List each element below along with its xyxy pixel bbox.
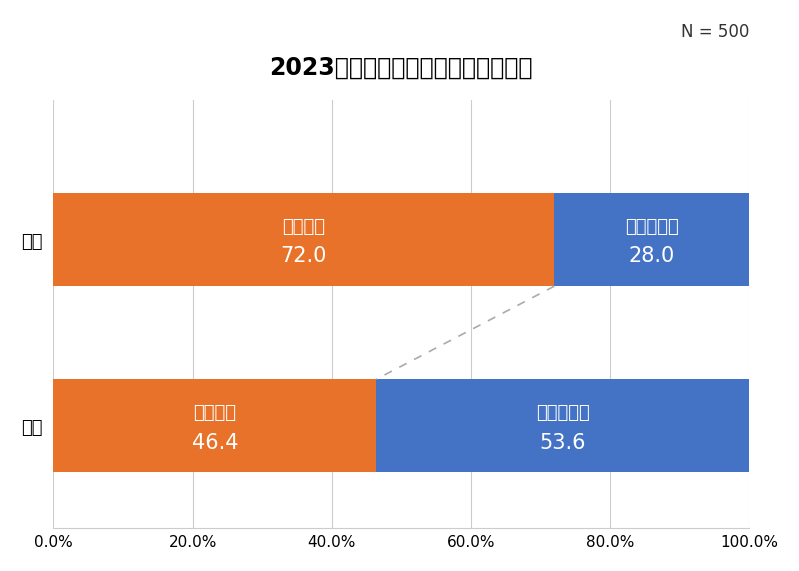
Text: していた: していた — [282, 218, 325, 236]
Text: 53.6: 53.6 — [539, 433, 586, 453]
Text: 72.0: 72.0 — [280, 246, 327, 267]
Text: していない: していない — [625, 218, 678, 236]
Bar — [376, 379, 749, 472]
Text: していた: していた — [193, 404, 237, 422]
Bar — [54, 379, 376, 472]
Bar — [555, 193, 749, 286]
Text: していない: していない — [536, 404, 590, 422]
Title: 2023年はヘアケアをしていましたか: 2023年はヘアケアをしていましたか — [269, 56, 533, 80]
Bar — [54, 193, 555, 286]
Text: N = 500: N = 500 — [681, 23, 749, 41]
Text: 46.4: 46.4 — [192, 433, 238, 453]
Text: 28.0: 28.0 — [629, 246, 675, 267]
